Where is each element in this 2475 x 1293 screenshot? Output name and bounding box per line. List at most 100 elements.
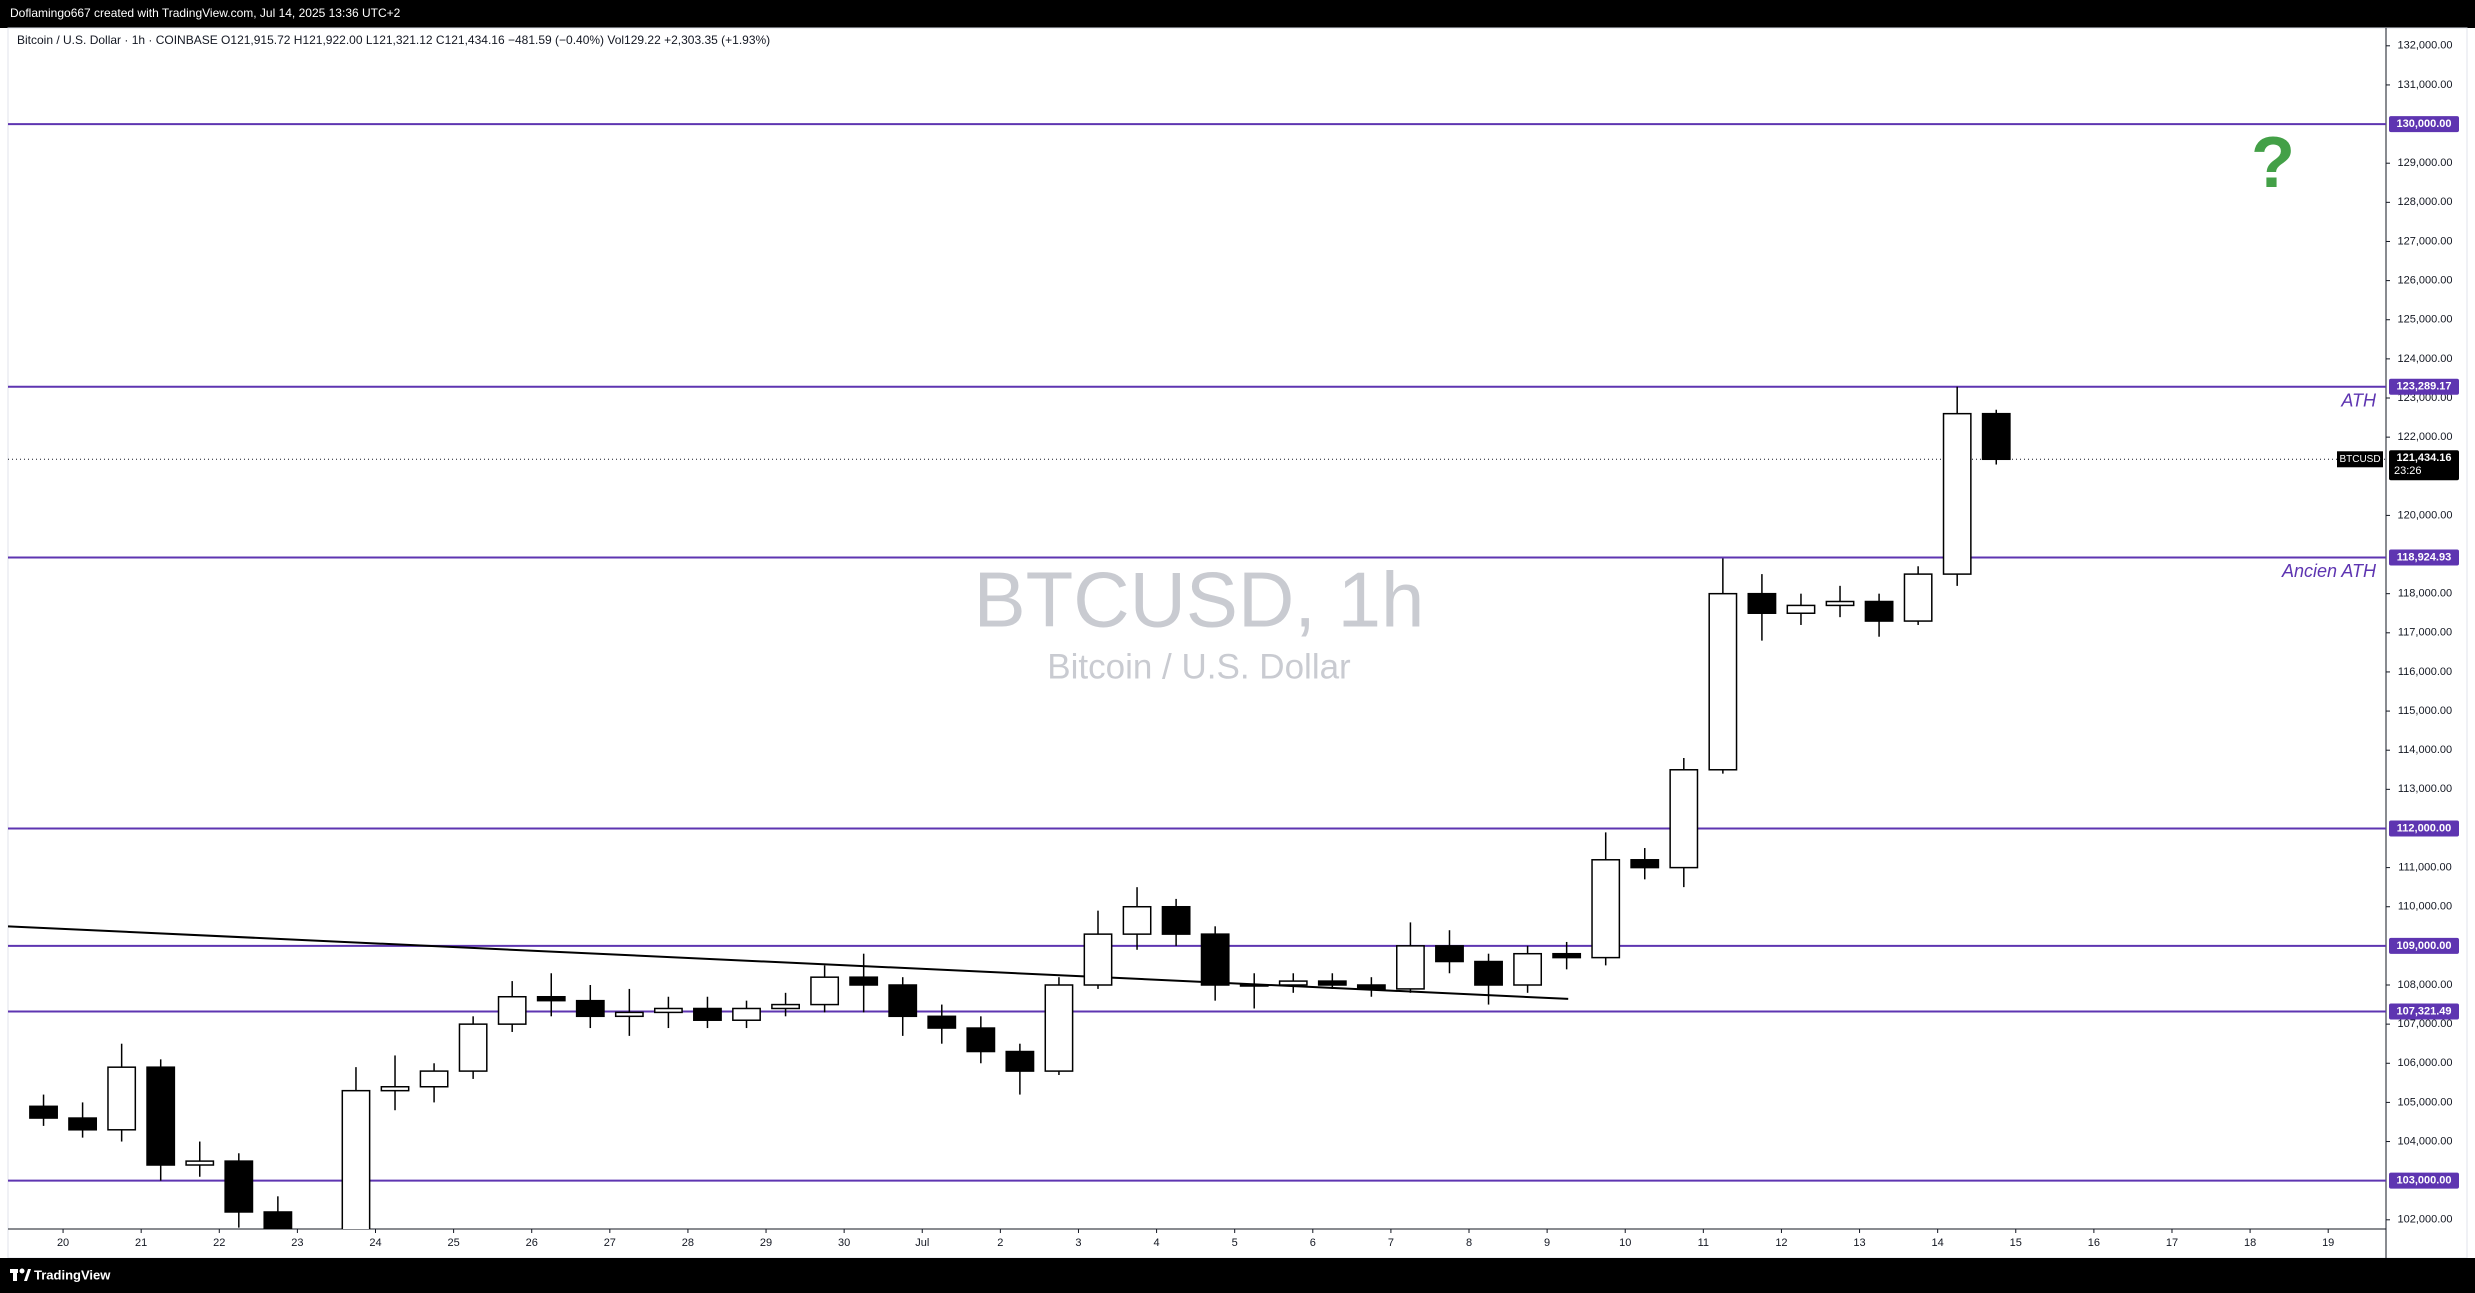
y-tick-label: 108,000.00 xyxy=(2397,979,2452,991)
x-tick-label: 4 xyxy=(1154,1237,1160,1249)
x-tick-label: 7 xyxy=(1388,1237,1394,1249)
level-label: 112,000.00 xyxy=(2397,822,2451,834)
level-tag xyxy=(2389,937,2459,954)
candle-body xyxy=(1708,592,1738,771)
symbol-tag-bg xyxy=(2337,451,2383,468)
level-label: 130,000.00 xyxy=(2396,118,2451,130)
x-tick-label: 21 xyxy=(135,1237,147,1249)
y-tick-label: 106,000.00 xyxy=(2397,1057,2452,1069)
candle-body xyxy=(68,1117,98,1131)
candle-body xyxy=(1552,952,1582,959)
y-tick-label: 122,000.00 xyxy=(2397,431,2452,443)
y-tick-label: 131,000.00 xyxy=(2397,79,2452,91)
level-label: 109,000.00 xyxy=(2396,940,2451,952)
y-tick-label: 110,000.00 xyxy=(2398,901,2452,913)
x-tick-label: 3 xyxy=(1075,1237,1081,1249)
x-tick-label: 28 xyxy=(682,1237,694,1249)
candle-body xyxy=(732,1007,761,1021)
candle-body xyxy=(1474,960,1503,986)
x-tick-label: 2 xyxy=(997,1237,1003,1249)
y-tick-label: 120,000.00 xyxy=(2397,509,2452,521)
x-tick-label: 26 xyxy=(526,1237,538,1249)
level-note: ATH xyxy=(2340,390,2377,410)
y-tick-label: 105,000.00 xyxy=(2397,1096,2452,1108)
candle-body xyxy=(1161,905,1191,935)
candle-body xyxy=(1122,905,1152,935)
x-tick-label: 20 xyxy=(57,1237,69,1249)
y-tick-label: 102,000.00 xyxy=(2397,1214,2452,1226)
symbol-tag: BTCUSD xyxy=(2339,454,2380,465)
legend: Bitcoin / U.S. Dollar · 1h · COINBASE O1… xyxy=(17,33,770,47)
candle-body xyxy=(263,1211,293,1229)
x-tick-label: 9 xyxy=(1544,1237,1550,1249)
watermark-title: BTCUSD, 1h xyxy=(974,556,1425,644)
candle-body xyxy=(1396,945,1425,990)
candle-body xyxy=(888,984,918,1018)
x-tick-label: 17 xyxy=(2166,1237,2178,1249)
candle-body xyxy=(1669,769,1699,869)
y-tick-label: 123,000.00 xyxy=(2397,392,2452,404)
candle-body xyxy=(1786,604,1816,614)
candle-body xyxy=(810,976,840,1006)
y-tick-label: 128,000.00 xyxy=(2397,196,2452,208)
candle-body xyxy=(341,1089,371,1229)
candle-body xyxy=(653,1007,683,1014)
watermark-subtitle: Bitcoin / U.S. Dollar xyxy=(1047,647,1351,686)
y-tick-label: 114,000.00 xyxy=(2398,744,2452,756)
candle-body xyxy=(29,1105,58,1119)
x-tick-label: 23 xyxy=(291,1237,303,1249)
candle-body xyxy=(1083,933,1113,986)
x-tick-label: 29 xyxy=(760,1237,772,1249)
y-tick-label: 125,000.00 xyxy=(2397,314,2452,326)
candle-body xyxy=(1981,412,2011,461)
level-label: 103,000.00 xyxy=(2396,1175,2451,1187)
level-label: 118,924.93 xyxy=(2397,551,2451,563)
x-tick-label: 22 xyxy=(213,1237,225,1249)
brand[interactable]: TradingView xyxy=(34,1267,111,1282)
x-tick-label: 13 xyxy=(1853,1237,1865,1249)
candle-body xyxy=(497,995,527,1025)
level-label: 123,289.17 xyxy=(2396,381,2451,393)
candle-body xyxy=(1200,933,1230,986)
x-tick-label: 6 xyxy=(1310,1237,1316,1249)
candle-body xyxy=(1044,984,1074,1072)
y-tick-label: 104,000.00 xyxy=(2397,1135,2452,1147)
level-note: Ancien ATH xyxy=(2281,561,2377,581)
x-tick-label: 19 xyxy=(2322,1237,2334,1249)
x-tick-label: 8 xyxy=(1466,1237,1472,1249)
candle-body xyxy=(458,1023,488,1072)
y-tick-label: 111,000.00 xyxy=(2398,862,2451,874)
x-tick-label: 5 xyxy=(1232,1237,1238,1249)
candle-body xyxy=(107,1066,137,1131)
candle-body xyxy=(146,1066,176,1166)
y-tick-label: 127,000.00 xyxy=(2397,235,2452,247)
level-tag xyxy=(2389,820,2459,837)
candle-body xyxy=(1630,859,1660,869)
y-tick-label: 124,000.00 xyxy=(2397,353,2452,365)
candle-body xyxy=(575,999,605,1018)
candle-body xyxy=(1591,859,1621,959)
level-tag xyxy=(2389,549,2459,566)
x-tick-label: 11 xyxy=(1698,1237,1709,1249)
x-tick-label: Jul xyxy=(915,1237,929,1249)
question-mark: ? xyxy=(2251,123,2295,203)
x-tick-label: 30 xyxy=(838,1237,850,1249)
level-tag xyxy=(2389,1003,2459,1020)
x-tick-label: 12 xyxy=(1775,1237,1787,1249)
y-tick-label: 132,000.00 xyxy=(2397,40,2452,52)
candle-body xyxy=(536,995,566,1002)
top-bar xyxy=(0,0,2475,28)
x-tick-label: 24 xyxy=(369,1237,381,1249)
y-tick-label: 117,000.00 xyxy=(2398,627,2452,639)
price-tag-bg xyxy=(2389,450,2459,481)
y-tick-label: 113,000.00 xyxy=(2398,783,2452,795)
tv-logo xyxy=(10,1268,31,1281)
candle-body xyxy=(1747,592,1777,614)
level-tag xyxy=(2389,116,2459,133)
level-tag xyxy=(2389,1172,2459,1189)
x-tick-label: 10 xyxy=(1619,1237,1631,1249)
candle-body xyxy=(1942,412,1972,575)
x-tick-label: 18 xyxy=(2244,1237,2256,1249)
